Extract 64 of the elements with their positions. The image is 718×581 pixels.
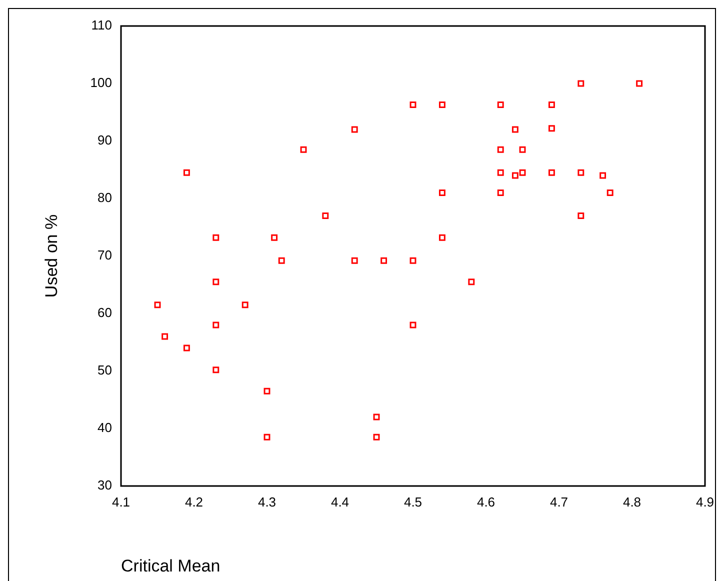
point — [212, 234, 220, 241]
y-tick-label: 110 — [91, 18, 112, 33]
point — [497, 146, 504, 153]
point — [264, 434, 270, 440]
x-axis-title: Critical Mean — [121, 556, 220, 576]
point — [212, 366, 220, 374]
point — [154, 302, 161, 308]
point — [548, 169, 555, 176]
x-tick-label: 4.3 — [258, 494, 276, 510]
point — [351, 257, 358, 264]
y-tick-label: 70 — [98, 248, 112, 263]
point — [212, 322, 220, 328]
point — [271, 234, 278, 241]
point — [578, 212, 584, 219]
point — [183, 344, 190, 352]
point — [410, 257, 416, 264]
point — [410, 322, 416, 328]
y-tick-label: 40 — [98, 420, 112, 436]
x-tick-label: 4.4 — [330, 494, 350, 510]
point — [212, 278, 220, 286]
point — [438, 234, 446, 241]
x-tick-label: 4.9 — [696, 494, 714, 510]
point — [600, 172, 606, 179]
x-tick-label: 4.6 — [476, 494, 496, 510]
point — [380, 257, 388, 264]
point — [519, 169, 526, 176]
x-tick-label: 4.5 — [404, 494, 422, 510]
point — [578, 169, 584, 176]
point — [162, 333, 168, 340]
y-tick-label: 60 — [98, 305, 112, 320]
point — [410, 102, 416, 108]
x-tick-label: 4.7 — [550, 494, 568, 510]
point — [300, 146, 307, 153]
y-tick-label: 100 — [90, 75, 112, 90]
point — [264, 388, 270, 394]
y-tick-label: 50 — [98, 362, 112, 378]
point — [373, 414, 380, 420]
point — [183, 169, 190, 176]
point — [636, 80, 643, 87]
point — [438, 190, 446, 196]
point — [497, 169, 504, 176]
point — [438, 102, 446, 108]
point — [548, 102, 555, 108]
point — [351, 126, 358, 133]
y-axis-title: Used on % — [42, 214, 61, 298]
point — [512, 172, 518, 179]
x-tick-label: 4.1 — [112, 494, 130, 510]
point — [242, 302, 248, 308]
y-tick-label: 90 — [98, 132, 112, 148]
point — [497, 102, 504, 108]
y-tick-label: 80 — [98, 190, 112, 206]
y-tick-label: 30 — [98, 478, 112, 493]
point — [373, 434, 380, 440]
point — [497, 190, 504, 196]
point — [512, 126, 518, 133]
point — [519, 146, 526, 153]
point — [278, 257, 285, 264]
point — [548, 125, 555, 132]
point — [468, 278, 475, 286]
point — [578, 80, 584, 87]
point — [606, 190, 614, 196]
x-tick-label: 4.8 — [622, 494, 642, 510]
point — [322, 212, 329, 219]
x-tick-label: 4.2 — [184, 494, 204, 510]
